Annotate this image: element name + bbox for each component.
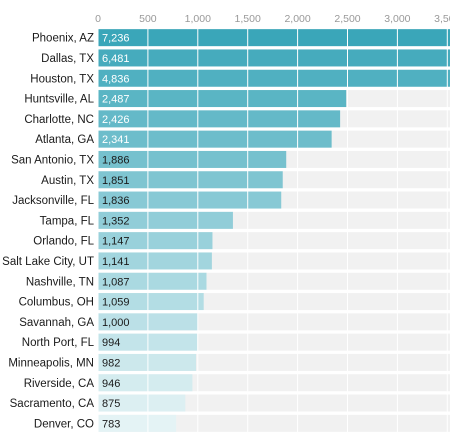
bar (98, 394, 186, 412)
x-tick-label: 3,000 (384, 13, 410, 25)
value-label: 1,836 (102, 195, 130, 207)
value-label: 1,000 (102, 317, 130, 329)
category-label: San Antonio, TX (11, 154, 94, 166)
bar (98, 49, 450, 67)
value-labels: 7,236 6,481 4,836 2,487 2,426 2,341 1,886 1,851… (102, 33, 130, 431)
bar-series (98, 29, 450, 432)
category-label: Houston, TX (30, 73, 94, 85)
bar (98, 293, 204, 311)
category-label: Riverside, CA (24, 378, 95, 390)
gridlines (97, 27, 448, 434)
x-tick-label: 0 (95, 13, 101, 25)
value-label: 6,481 (102, 53, 130, 65)
value-label: 946 (102, 378, 120, 390)
bar (98, 414, 177, 432)
category-label: Denver, CO (34, 418, 94, 430)
value-label: 1,147 (102, 236, 130, 248)
x-tick-label: 3,500 (434, 13, 450, 25)
bar (98, 69, 450, 87)
value-label: 4,836 (102, 73, 130, 85)
bar-track (98, 394, 450, 412)
x-tick-label: 2,500 (334, 13, 360, 25)
category-label: Austin, TX (41, 175, 94, 187)
category-label: Atlanta, GA (35, 134, 94, 146)
category-label: Minneapolis, MN (8, 357, 94, 369)
category-label: Tampa, FL (40, 215, 95, 227)
value-label: 7,236 (102, 33, 130, 45)
category-label: Salt Lake City, UT (2, 256, 94, 268)
bar (98, 252, 212, 270)
bar (98, 130, 332, 148)
x-tick-label: 1,500 (235, 13, 261, 25)
value-label: 1,087 (102, 276, 130, 288)
value-label: 994 (102, 337, 120, 349)
category-label: Columbus, OH (19, 297, 94, 309)
bar (98, 171, 283, 189)
bar (98, 232, 213, 250)
value-label: 1,141 (102, 256, 130, 268)
x-tick-label: 500 (139, 13, 157, 25)
x-axis-ticks: 0 500 1,000 1,500 2,000 2,500 3,000 3,500 (95, 13, 450, 25)
category-label: Orlando, FL (33, 236, 94, 248)
category-labels: Phoenix, AZ Dallas, TX Houston, TX Huntsvil… (2, 33, 94, 431)
value-label: 982 (102, 357, 120, 369)
x-tick-label: 2,000 (284, 13, 310, 25)
bar (98, 374, 193, 392)
bar (98, 150, 287, 168)
category-label: Huntsville, AL (24, 94, 94, 106)
value-label: 1,851 (102, 175, 130, 187)
bar (98, 110, 341, 128)
value-label: 875 (102, 398, 120, 410)
value-label: 1,059 (102, 297, 130, 309)
bar (98, 211, 233, 229)
bar (98, 90, 347, 108)
bar (98, 191, 282, 209)
bar-track (98, 414, 450, 432)
category-label: Charlotte, NC (24, 114, 94, 126)
value-label: 2,487 (102, 94, 130, 106)
category-label: Jacksonville, FL (12, 195, 94, 207)
category-label: Savannah, GA (19, 317, 94, 329)
category-label: North Port, FL (22, 337, 95, 349)
bar (98, 272, 207, 290)
value-label: 783 (102, 418, 120, 430)
category-label: Phoenix, AZ (32, 33, 94, 45)
value-label: 1,886 (102, 154, 130, 166)
category-label: Sacramento, CA (10, 398, 95, 410)
category-label: Nashville, TN (26, 276, 94, 288)
bar (98, 353, 197, 371)
value-label: 2,426 (102, 114, 130, 126)
x-tick-label: 1,000 (185, 13, 211, 25)
category-label: Dallas, TX (41, 53, 94, 65)
value-label: 1,352 (102, 215, 130, 227)
bar (98, 29, 450, 47)
value-label: 2,341 (102, 134, 130, 146)
